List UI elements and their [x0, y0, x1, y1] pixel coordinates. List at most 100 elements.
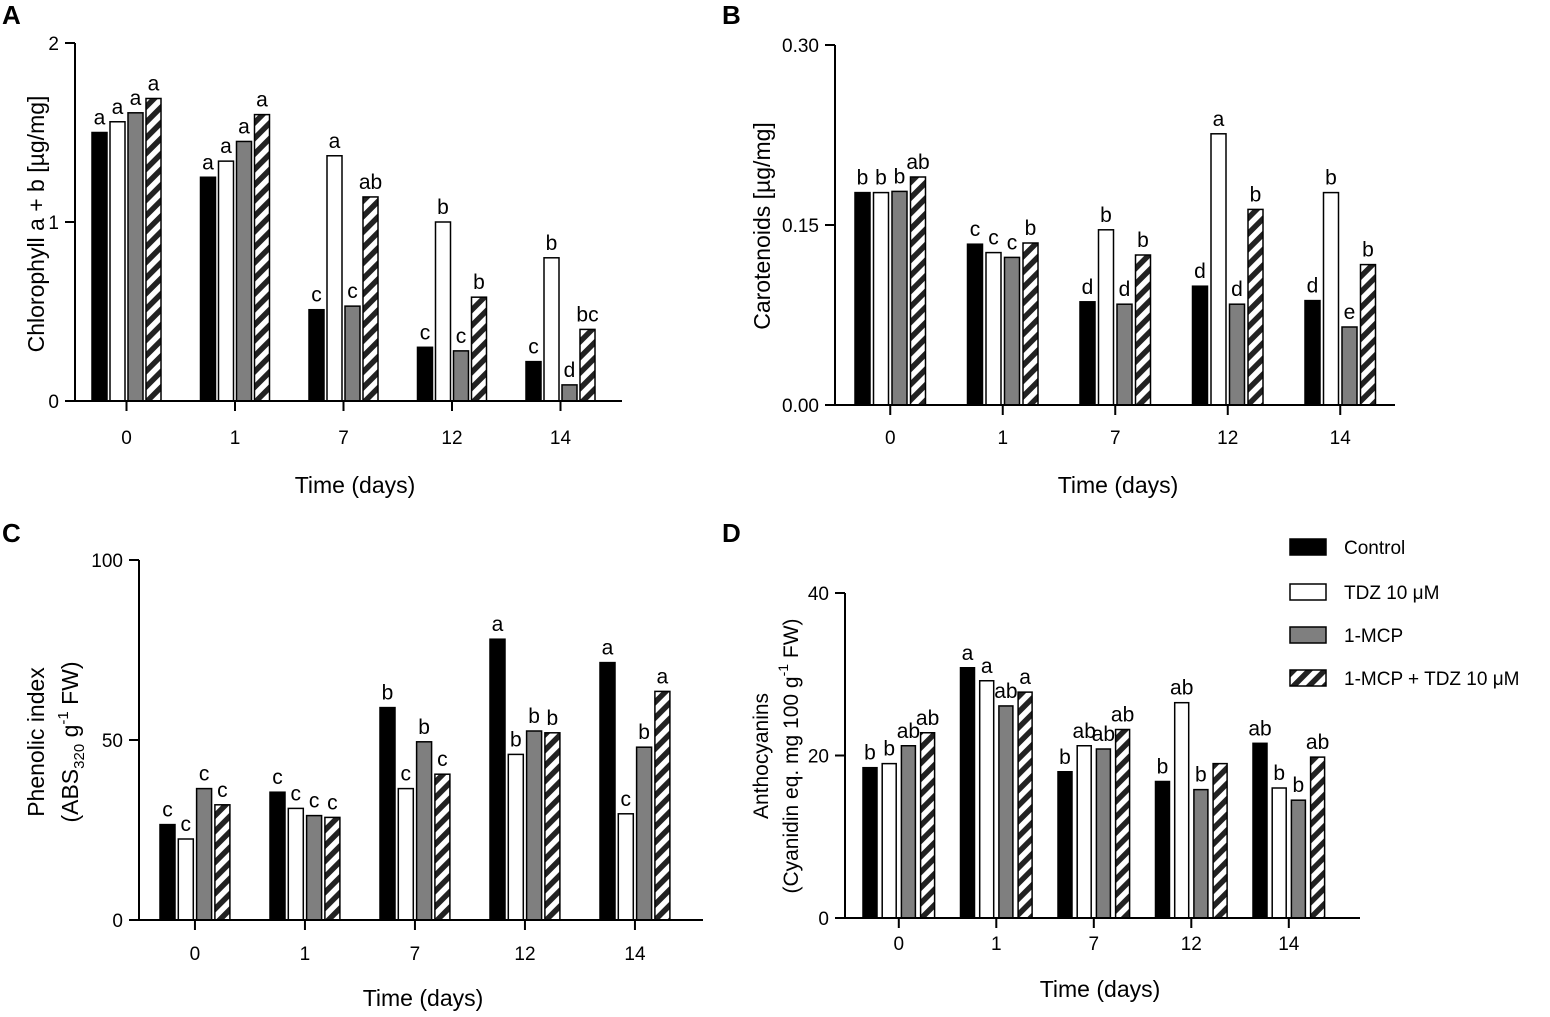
bar-control-day-0: [862, 766, 878, 919]
bar-control-day-0: [91, 131, 108, 402]
x-tick-label: 0: [190, 944, 201, 965]
bar-1mcp-tdz-day-14: [579, 328, 596, 402]
significance-letter: bc: [576, 303, 598, 326]
significance-letter: a: [329, 130, 341, 153]
significance-letter: d: [1231, 278, 1243, 301]
significance-letter: ab: [906, 151, 929, 174]
significance-letter: d: [1194, 260, 1206, 283]
bar-1mcp-day-0: [900, 745, 917, 919]
bar-control-day-14: [1252, 742, 1268, 919]
y-tick-label: 20: [808, 747, 829, 768]
x-tick-label: 12: [514, 944, 535, 965]
significance-letter: ab: [1111, 704, 1134, 727]
y-tick-label: 40: [808, 584, 829, 605]
bar-tdz-day-7: [1097, 229, 1115, 406]
significance-letter: c: [970, 218, 981, 241]
bar-control-day-7: [1057, 771, 1073, 919]
significance-letter: b: [1157, 756, 1169, 779]
significance-letter: b: [1137, 229, 1149, 252]
significance-letter: c: [327, 791, 338, 814]
bar-control-day-1: [199, 176, 217, 402]
bar-1mcp-day-7: [1095, 748, 1112, 919]
significance-letter: b: [546, 232, 558, 255]
significance-letter: b: [1250, 183, 1262, 206]
significance-letter: b: [437, 196, 449, 219]
bar-tdz-day-12: [1210, 133, 1227, 406]
y-axis-label-line2: (ABS320 g-1 FW): [55, 661, 88, 822]
bar-1mcp-tdz-day-7: [1134, 254, 1152, 406]
significance-letter: c: [291, 782, 302, 805]
y-tick-label: 50: [102, 731, 123, 752]
significance-letter: ab: [1306, 731, 1329, 754]
bar-tdz-day-1: [978, 680, 995, 919]
bar-control-day-1: [269, 791, 286, 921]
significance-letter: b: [1100, 204, 1112, 227]
x-tick-label: 14: [1330, 428, 1352, 449]
significance-letter: a: [602, 637, 614, 660]
significance-letter: a: [1213, 108, 1225, 131]
x-tick-label: 12: [1181, 934, 1202, 955]
bar-1mcp-tdz-day-0: [909, 176, 927, 406]
significance-letter: a: [238, 115, 250, 138]
significance-letter: ab: [1170, 677, 1193, 700]
significance-letter: a: [1019, 666, 1031, 689]
legend-swatch-1mcp-tdz: [1289, 669, 1327, 687]
bar-1mcp-day-7: [344, 305, 361, 402]
bar-control-day-1: [966, 243, 984, 406]
significance-letter: b: [382, 682, 394, 705]
bar-1mcp-day-1: [305, 814, 323, 921]
y-label-part: FW): [57, 661, 83, 711]
x-tick-label: 0: [121, 428, 132, 449]
significance-letter: a: [202, 151, 214, 174]
bar-control-day-12: [489, 638, 506, 921]
x-tick-label: 7: [1110, 428, 1121, 449]
significance-letter: d: [1307, 275, 1319, 298]
x-tick-label: 0: [894, 934, 905, 955]
significance-letter: b: [1025, 217, 1037, 240]
significance-letter: a: [256, 89, 268, 112]
bar-1mcp-day-7: [1116, 303, 1133, 406]
y-label-superscript: -1: [775, 664, 791, 677]
significance-letter: c: [347, 280, 358, 303]
significance-letter: b: [1293, 774, 1305, 797]
y-label-subscript: 320: [71, 744, 88, 769]
y-label-part: (Cyanidin eq. mg 100 g: [780, 676, 803, 893]
legend-swatch-1mcp: [1289, 626, 1327, 644]
legend-label-1mcp-tdz: 1-MCP + TDZ 10 μM: [1344, 669, 1519, 690]
bar-tdz-day-1: [985, 251, 1002, 406]
bar-control-day-0: [854, 191, 871, 406]
significance-letter: c: [1007, 231, 1018, 254]
significance-letter: b: [894, 165, 906, 188]
bar-tdz-day-14: [1271, 787, 1287, 919]
significance-letter: ab: [994, 680, 1017, 703]
bar-tdz-day-0: [881, 762, 897, 919]
bar-1mcp-day-0: [891, 190, 908, 406]
significance-letter: a: [492, 613, 504, 636]
bar-1mcp-day-12: [1228, 303, 1246, 406]
bar-tdz-day-12: [507, 753, 525, 921]
significance-letter: a: [148, 72, 160, 95]
bar-1mcp-day-1: [235, 140, 253, 402]
legend-label-control: Control: [1344, 538, 1405, 559]
bar-1mcp-tdz-day-12: [1247, 208, 1264, 406]
y-tick-label: 1: [48, 213, 59, 234]
bar-1mcp-day-0: [127, 112, 144, 402]
significance-letter: d: [564, 359, 576, 382]
significance-letter: b: [418, 716, 430, 739]
significance-letter: a: [981, 655, 993, 678]
bar-control-day-14: [599, 661, 616, 921]
x-tick-label: 12: [441, 428, 462, 449]
x-tick-label: 14: [550, 428, 572, 449]
y-label-part: g: [57, 725, 83, 744]
significance-letter: b: [857, 167, 869, 190]
y-tick-label: 0.30: [782, 36, 819, 57]
x-tick-label: 7: [338, 428, 349, 449]
y-tick-label: 0.00: [782, 396, 819, 417]
bar-control-day-14: [1304, 299, 1321, 406]
significance-letter: c: [621, 788, 632, 811]
bar-control-day-0: [159, 823, 176, 921]
bar-1mcp-day-0: [195, 787, 213, 921]
significance-letter: c: [162, 799, 173, 822]
bar-tdz-day-7: [397, 787, 415, 921]
